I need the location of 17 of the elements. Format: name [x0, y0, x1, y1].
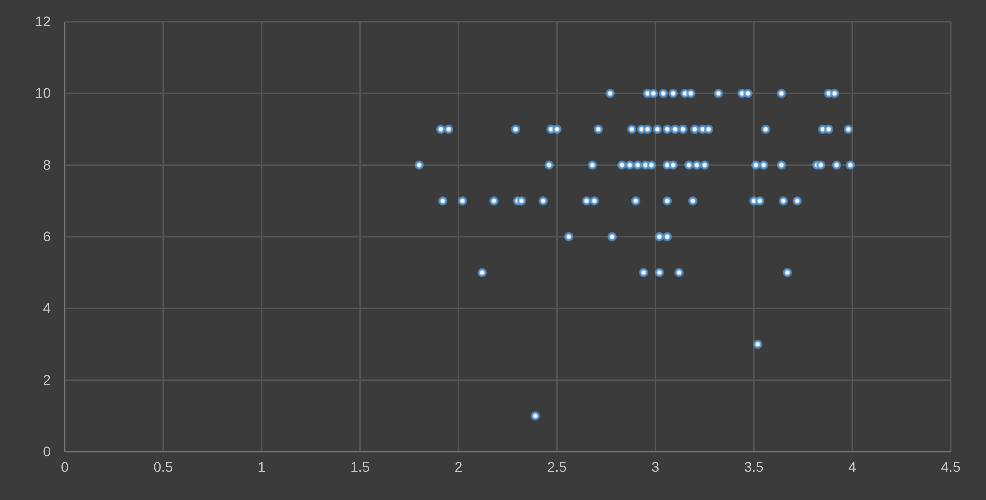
x-tick-label: 0.5 [154, 458, 174, 475]
y-tick-label: 2 [43, 372, 52, 388]
x-tick-label: 4.5 [941, 458, 961, 475]
y-tick-label: 10 [35, 85, 52, 102]
y-tick-label: 8 [43, 156, 52, 173]
y-tick-label: 12 [35, 13, 52, 30]
x-tick-label: 3.5 [744, 458, 764, 475]
x-tick-label: 2.5 [547, 458, 568, 475]
x-tick-label: 4 [848, 458, 857, 475]
y-tick-label: 0 [43, 443, 52, 460]
x-tick-label: 3 [652, 458, 660, 475]
x-tick-label: 1.5 [350, 458, 370, 475]
x-tick-label: 1 [258, 458, 266, 475]
y-tick-label: 6 [43, 228, 52, 244]
x-tick-label: 2 [454, 458, 463, 475]
y-tick-label: 4 [43, 300, 52, 316]
x-tick-label: 0 [61, 458, 70, 475]
